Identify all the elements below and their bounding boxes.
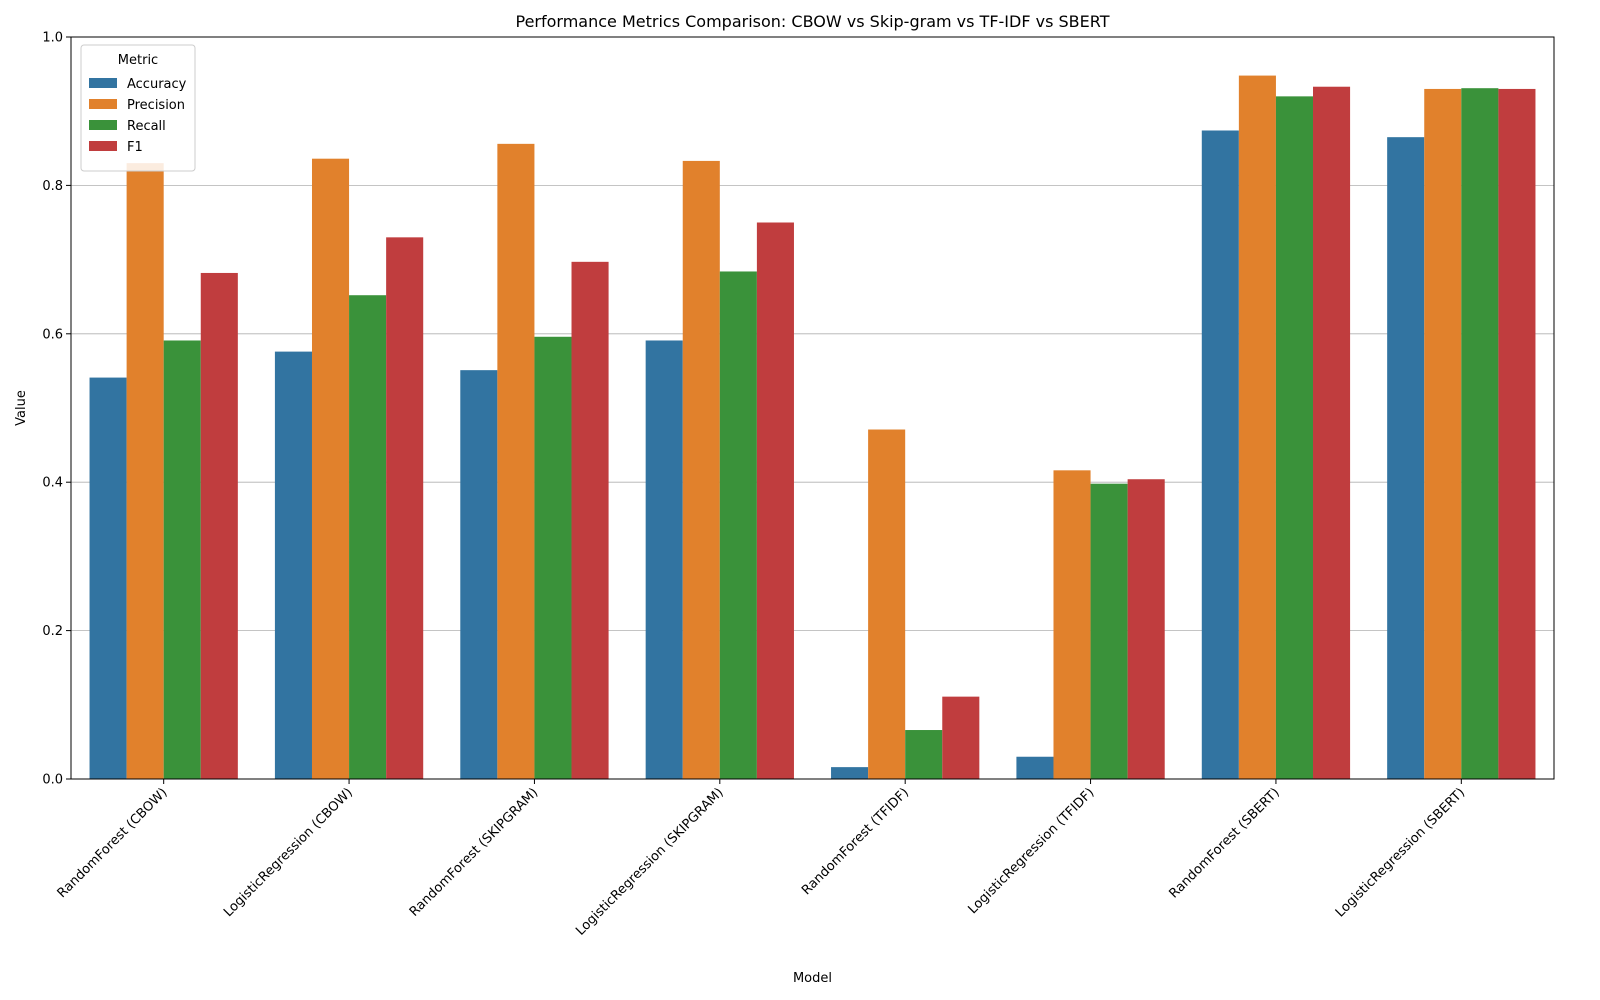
legend-swatch-accuracy bbox=[89, 78, 117, 88]
bar-accuracy-2 bbox=[460, 370, 498, 779]
bar-recall-4 bbox=[905, 730, 943, 779]
bar-f1-6 bbox=[1313, 86, 1351, 780]
y-tick-label: 0.2 bbox=[42, 624, 63, 639]
bar-accuracy-6 bbox=[1201, 130, 1239, 779]
bar-recall-7 bbox=[1461, 88, 1499, 779]
bar-precision-2 bbox=[497, 143, 535, 779]
y-axis: 0.0 0.2 0.4 0.6 0.8 1.0 bbox=[42, 31, 71, 788]
plot-frame bbox=[70, 36, 1555, 780]
y-tick-label: 0.0 bbox=[42, 773, 63, 788]
legend: Metric Accuracy Precision Recall F1 bbox=[80, 44, 196, 172]
bar-recall-5 bbox=[1090, 483, 1128, 779]
bar-recall-2 bbox=[534, 336, 572, 779]
legend-box bbox=[80, 44, 196, 172]
bar-accuracy-3 bbox=[645, 340, 683, 779]
legend-swatch-f1 bbox=[89, 141, 117, 151]
bar-recall-1 bbox=[349, 295, 387, 779]
bar-precision-1 bbox=[311, 158, 350, 780]
bar-f1-4 bbox=[942, 696, 980, 779]
bar-accuracy-5 bbox=[1016, 756, 1054, 779]
legend-title: Metric bbox=[118, 53, 158, 68]
bar-precision-6 bbox=[1238, 75, 1276, 780]
bar-accuracy-1 bbox=[274, 351, 312, 779]
bar-accuracy-0 bbox=[89, 377, 127, 779]
chart-title: Performance Metrics Comparison: CBOW vs … bbox=[515, 12, 1109, 31]
bars bbox=[89, 75, 1536, 780]
bar-f1-5 bbox=[1127, 479, 1165, 779]
legend-label-recall: Recall bbox=[127, 119, 166, 134]
legend-label-f1: F1 bbox=[127, 140, 143, 155]
legend-swatch-recall bbox=[89, 120, 117, 130]
legend-swatch-precision bbox=[89, 99, 117, 109]
legend-label-accuracy: Accuracy bbox=[127, 77, 187, 92]
bar-f1-1 bbox=[386, 237, 424, 780]
bar-precision-0 bbox=[126, 163, 164, 779]
bar-precision-5 bbox=[1053, 470, 1091, 779]
bar-f1-7 bbox=[1498, 88, 1536, 779]
y-axis-label: Value bbox=[14, 390, 29, 426]
bar-precision-7 bbox=[1424, 88, 1462, 779]
bar-precision-4 bbox=[868, 429, 906, 779]
y-tick-label: 1.0 bbox=[42, 31, 63, 46]
bar-precision-3 bbox=[682, 160, 720, 779]
bar-f1-3 bbox=[756, 222, 794, 779]
y-tick-label: 0.8 bbox=[42, 179, 63, 194]
bar-accuracy-7 bbox=[1387, 137, 1425, 780]
bar-f1-0 bbox=[200, 272, 238, 779]
y-tick-label: 0.4 bbox=[42, 476, 63, 491]
bar-f1-2 bbox=[571, 261, 609, 779]
bar-accuracy-4 bbox=[831, 767, 869, 779]
x-axis-label: Model bbox=[793, 971, 832, 986]
legend-label-precision: Precision bbox=[127, 98, 185, 113]
bar-recall-0 bbox=[163, 340, 201, 779]
bar-recall-6 bbox=[1275, 96, 1314, 780]
bar-recall-3 bbox=[719, 271, 757, 779]
y-tick-label: 0.6 bbox=[42, 327, 63, 342]
